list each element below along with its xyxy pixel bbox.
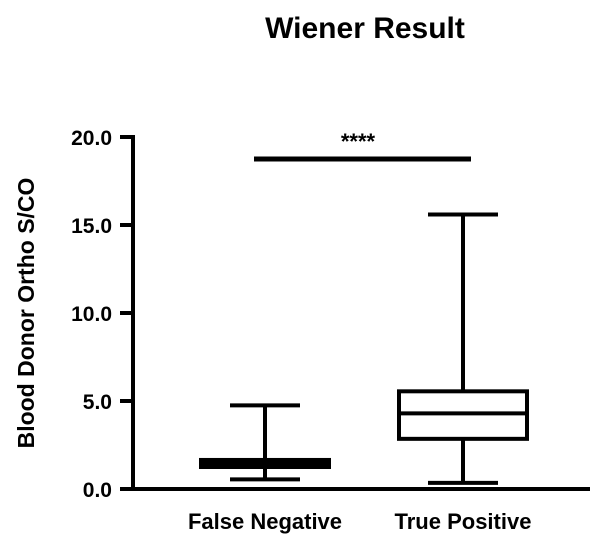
y-tick-label: 20.0 — [71, 127, 112, 150]
significance-annotation: **** — [254, 129, 471, 162]
category-labels: False Negative True Positive — [188, 509, 532, 534]
y-axis-label: Blood Donor Ortho S/CO — [13, 178, 39, 449]
x-category-label: True Positive — [395, 509, 532, 534]
y-tick-label: 10.0 — [71, 303, 112, 326]
box-true-positive — [397, 212, 529, 485]
y-ticks: 0.0 5.0 10.0 15.0 20.0 — [71, 127, 133, 502]
y-tick-label: 5.0 — [83, 391, 112, 414]
y-tick-label: 0.0 — [83, 479, 112, 502]
significance-label: **** — [341, 129, 376, 154]
x-category-label: False Negative — [188, 509, 342, 534]
chart-title: Wiener Result — [265, 12, 465, 45]
box-plots — [199, 212, 529, 485]
box-false-negative — [199, 403, 331, 482]
y-tick-label: 15.0 — [71, 215, 112, 238]
